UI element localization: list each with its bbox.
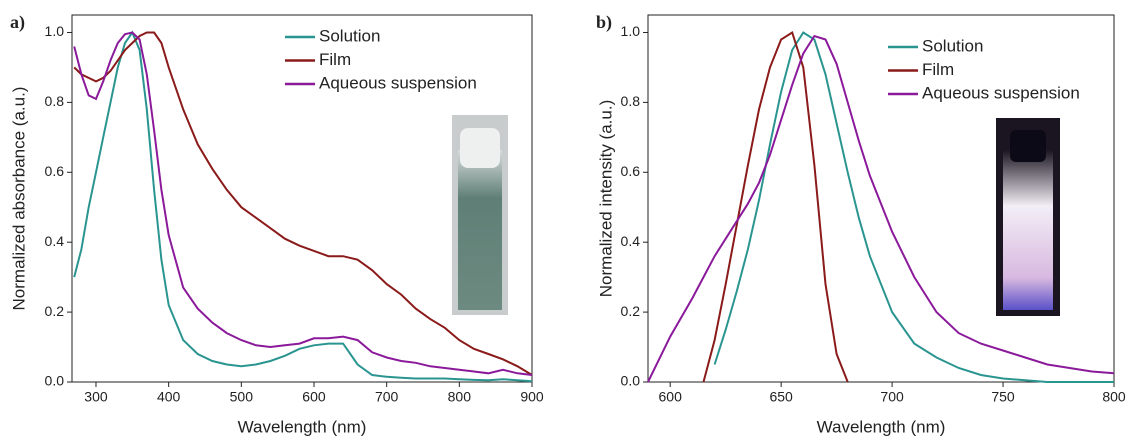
legend-label: Solution [319,26,380,45]
data-line [73,31,533,376]
plot-frame [647,14,1115,383]
x-tick-label: 800 [1102,389,1126,405]
data-line [73,30,533,383]
legend-label: Aqueous suspension [922,83,1080,102]
data-line [73,31,533,376]
x-tick-label: 300 [84,389,108,405]
legend-label: Solution [922,36,983,55]
data-line [702,30,849,383]
y-tick-label: 0.8 [45,93,65,109]
data-line [647,34,1115,383]
y-tick-label: 0.0 [621,373,641,389]
x-tick-label: 600 [302,389,326,405]
legend-label: Aqueous suspension [319,73,477,92]
y-tick-label: 0.4 [621,233,641,249]
x-tick-label: 800 [448,389,472,405]
x-axis-label: Wavelength (nm) [817,417,946,436]
y-tick-label: 1.0 [45,23,65,39]
y-tick-label: 0.2 [621,303,641,319]
x-tick-label: 700 [880,389,904,405]
x-tick-label: 700 [375,389,399,405]
panel-label: b) [596,12,612,33]
legend-label: Film [922,60,954,79]
plot-frame [71,14,533,383]
data-line [713,31,1114,383]
y-tick-label: 1.0 [621,23,641,39]
y-tick-label: 0.0 [45,373,65,389]
y-tick-label: 0.6 [621,163,641,179]
x-tick-label: 900 [520,389,544,405]
y-axis-label: Normalized absorbance (a.u.) [9,87,28,311]
x-tick-label: 750 [991,389,1015,405]
y-tick-label: 0.6 [45,163,65,179]
legend-label: Film [319,50,351,69]
y-tick-label: 0.4 [45,233,65,249]
x-tick-label: 650 [769,389,793,405]
cuvette-photo-b [996,118,1060,316]
x-tick-label: 500 [230,389,254,405]
y-tick-label: 0.2 [45,303,65,319]
x-tick-label: 400 [157,389,181,405]
y-axis-label: Normalized intensity (a.u.) [596,100,615,297]
x-axis-label: Wavelength (nm) [238,417,367,436]
panel-label: a) [10,12,25,33]
cuvette-photo-a [452,115,508,315]
y-tick-label: 0.8 [621,93,641,109]
x-tick-label: 600 [659,389,683,405]
